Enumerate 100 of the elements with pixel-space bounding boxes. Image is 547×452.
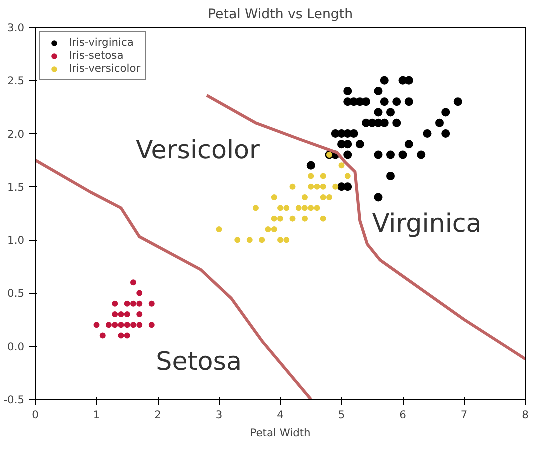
point xyxy=(302,205,308,212)
point xyxy=(344,182,352,192)
point xyxy=(284,205,290,212)
point xyxy=(308,205,314,212)
point xyxy=(392,98,402,106)
point xyxy=(350,98,358,106)
point xyxy=(362,98,370,106)
point xyxy=(344,150,352,160)
point xyxy=(130,280,136,286)
annotation: Versicolor xyxy=(136,134,260,165)
point xyxy=(118,322,124,328)
point xyxy=(332,184,339,190)
point xyxy=(320,216,326,222)
point xyxy=(338,162,345,169)
point xyxy=(331,130,340,138)
point xyxy=(124,300,130,307)
point xyxy=(271,194,278,201)
point xyxy=(216,226,222,232)
point xyxy=(320,194,326,201)
x-tick-label: 0 xyxy=(32,408,40,422)
point xyxy=(308,184,314,190)
point xyxy=(398,150,408,160)
point xyxy=(148,300,155,307)
point xyxy=(136,311,143,318)
point xyxy=(436,118,444,128)
point xyxy=(380,98,389,106)
point xyxy=(308,173,314,180)
point xyxy=(320,173,326,180)
x-tick-label: 7 xyxy=(460,408,468,422)
point xyxy=(124,311,130,318)
y-tick-label: 1.0 xyxy=(8,234,25,248)
point xyxy=(362,118,370,128)
point xyxy=(454,98,462,106)
y-tick-label: 2.5 xyxy=(8,74,25,88)
point xyxy=(112,300,118,307)
point xyxy=(314,205,320,212)
point xyxy=(374,108,383,117)
point xyxy=(136,322,143,328)
annotation: Setosa xyxy=(156,346,242,376)
x-axis-title: Petal Width xyxy=(250,426,311,440)
point xyxy=(100,332,106,339)
point xyxy=(278,216,284,222)
point xyxy=(234,237,241,244)
point xyxy=(442,108,450,117)
point xyxy=(374,150,383,160)
point xyxy=(423,130,432,138)
point xyxy=(442,130,450,138)
chart-title: Petal Width vs Length xyxy=(208,8,354,22)
point xyxy=(338,140,346,149)
point xyxy=(392,118,402,128)
point xyxy=(306,161,316,170)
point xyxy=(271,216,278,222)
x-tick-label: 6 xyxy=(400,408,407,422)
y-tick-label: 3.0 xyxy=(8,22,25,34)
point xyxy=(148,322,155,328)
point xyxy=(290,184,296,190)
legend-label: Iris-virginica xyxy=(69,36,134,49)
point xyxy=(344,173,351,180)
x-tick-label: 8 xyxy=(522,408,530,422)
legend-label: Iris-versicolor xyxy=(69,62,141,75)
point xyxy=(320,184,326,190)
x-tick-label: 1 xyxy=(93,408,100,422)
point xyxy=(278,237,284,244)
point xyxy=(130,322,136,328)
x-tick-label: 4 xyxy=(277,408,284,422)
point xyxy=(136,300,143,307)
y-tick-label: 2.0 xyxy=(8,128,25,141)
point xyxy=(296,205,302,212)
x-tick-label: 3 xyxy=(216,408,223,422)
point xyxy=(326,194,332,201)
annotation: Virginica xyxy=(372,208,482,238)
point xyxy=(284,237,290,244)
point xyxy=(386,108,395,117)
y-tick-label: 1.5 xyxy=(8,180,25,194)
y-tick-label: -0.5 xyxy=(4,394,25,406)
point xyxy=(106,322,112,328)
point xyxy=(253,205,259,212)
point xyxy=(118,332,124,339)
point xyxy=(130,300,136,307)
point xyxy=(374,118,383,128)
point xyxy=(356,140,364,149)
point xyxy=(350,130,358,138)
point xyxy=(278,205,284,212)
point xyxy=(302,194,308,201)
legend-label: Iris-setosa xyxy=(69,49,124,62)
point xyxy=(290,216,296,222)
point xyxy=(374,193,383,202)
y-tick-label: 0.5 xyxy=(8,287,25,300)
line-series xyxy=(36,158,313,400)
point xyxy=(265,226,272,232)
point xyxy=(259,237,266,244)
y-tick-label: 0.0 xyxy=(8,340,25,354)
point xyxy=(380,76,389,85)
point xyxy=(417,150,426,160)
point xyxy=(124,332,130,339)
x-tick-label: 2 xyxy=(154,408,162,422)
point xyxy=(271,226,278,232)
point xyxy=(404,140,414,149)
point xyxy=(124,322,130,328)
point xyxy=(118,311,124,318)
